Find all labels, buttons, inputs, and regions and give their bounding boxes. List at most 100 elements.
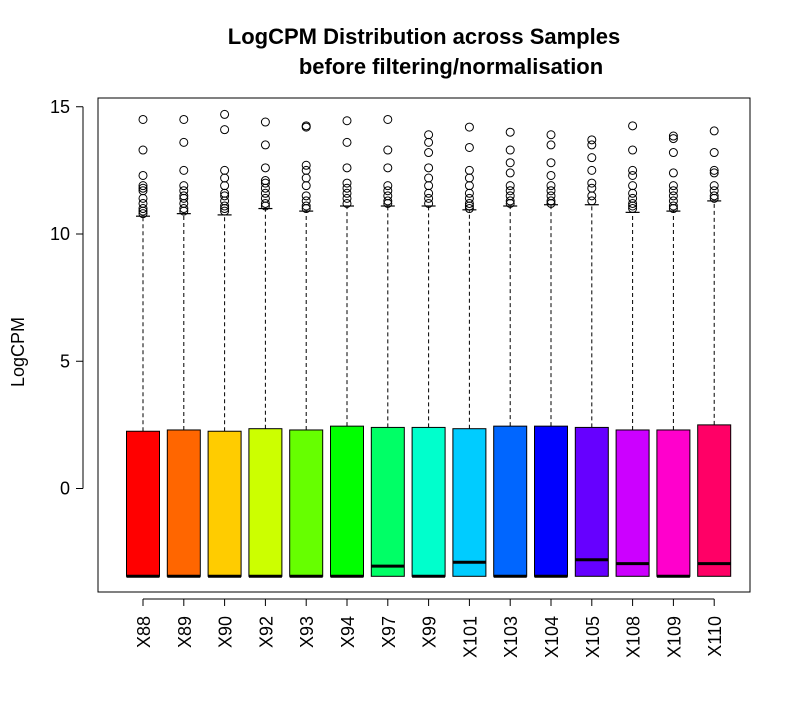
outlier-point: [709, 126, 719, 136]
outlier-point: [424, 181, 434, 191]
chart-subtitle: before filtering/normalisation: [299, 54, 603, 79]
outlier-point: [220, 173, 230, 183]
outlier-point: [668, 191, 678, 201]
box-rect: [166, 429, 201, 577]
plot-frame: [97, 97, 751, 593]
outlier-point: [464, 201, 474, 211]
outlier-point: [301, 173, 311, 183]
box-rect: [656, 429, 691, 577]
outlier-point: [505, 168, 515, 178]
outlier-point: [301, 201, 311, 211]
outlier-point: [668, 134, 678, 144]
outlier-point: [587, 135, 597, 145]
outlier-point: [342, 193, 352, 203]
x-tick-label: X90: [216, 616, 236, 648]
outlier-point: [464, 173, 474, 183]
box-rect: [411, 426, 446, 577]
outlier-point: [424, 188, 434, 198]
outlier-point: [383, 145, 393, 155]
outlier-point: [260, 183, 270, 193]
box-rect: [574, 426, 609, 577]
box-rect: [452, 428, 487, 577]
outlier-point: [342, 188, 352, 198]
outlier-point: [505, 181, 515, 191]
box-X93: [289, 121, 324, 578]
outlier-point: [179, 206, 189, 216]
outlier-point: [383, 196, 393, 206]
outlier-point: [668, 131, 678, 141]
outlier-point: [628, 201, 638, 211]
box-X101: [452, 122, 487, 577]
chart-title: LogCPM Distribution across Samples: [228, 24, 620, 49]
y-axis: 0 5 10 15: [50, 97, 84, 499]
outlier-point: [383, 186, 393, 196]
outlier-point: [546, 181, 556, 191]
outlier-point: [179, 193, 189, 203]
box-rect: [289, 429, 324, 577]
outlier-point: [668, 201, 678, 211]
outlier-point: [505, 158, 515, 168]
outlier-point: [628, 188, 638, 198]
y-tick-label: 0: [60, 479, 70, 499]
outlier-point: [220, 125, 230, 135]
outlier-point: [260, 140, 270, 150]
outlier-point: [464, 122, 474, 132]
outlier-point: [628, 181, 638, 191]
outlier-point: [383, 181, 393, 191]
outlier-point: [709, 181, 719, 191]
x-tick-label: X88: [134, 616, 154, 648]
x-tick-label: X108: [624, 616, 644, 658]
outlier-point: [505, 198, 515, 208]
outlier-point: [668, 168, 678, 178]
outlier-point: [260, 188, 270, 198]
outlier-point: [668, 204, 678, 214]
outlier-point: [220, 181, 230, 191]
outlier-point: [138, 204, 148, 214]
outlier-point: [424, 173, 434, 183]
outlier-point: [546, 158, 556, 168]
outlier-point: [628, 198, 638, 208]
outlier-point: [383, 198, 393, 208]
outlier-point: [668, 186, 678, 196]
outlier-point: [383, 114, 393, 124]
outlier-point: [587, 196, 597, 206]
outlier-point: [628, 204, 638, 214]
box-X108: [615, 121, 650, 577]
outlier-point: [260, 201, 270, 211]
outlier-point: [301, 191, 311, 201]
outlier-point: [505, 196, 515, 206]
x-tick-label: X93: [297, 616, 317, 648]
box-rect: [126, 430, 160, 577]
outlier-point: [546, 196, 556, 206]
y-tick-label: 15: [50, 97, 70, 117]
x-tick-label: X99: [420, 616, 440, 648]
box-X99: [411, 130, 446, 578]
outlier-point: [628, 165, 638, 175]
outlier-point: [424, 148, 434, 158]
outlier-point: [464, 198, 474, 208]
outlier-point: [342, 183, 352, 193]
outlier-point: [260, 163, 270, 173]
outlier-point: [342, 198, 352, 208]
box-X92: [248, 117, 283, 578]
outlier-point: [138, 181, 148, 191]
outlier-point: [505, 186, 515, 196]
outlier-point: [628, 121, 638, 131]
box-rect: [615, 429, 650, 577]
x-tick-label: X103: [501, 616, 521, 658]
box-X109: [656, 131, 691, 578]
x-tick-label: X110: [705, 616, 725, 657]
x-tick-label: X109: [664, 616, 684, 658]
outlier-point: [220, 191, 230, 201]
box-rect: [534, 425, 568, 577]
outlier-point: [668, 148, 678, 158]
box-X88: [126, 114, 160, 578]
outlier-point: [424, 193, 434, 203]
outlier-point: [424, 137, 434, 147]
outlier-point: [179, 181, 189, 191]
outlier-point: [138, 183, 148, 193]
outlier-point: [464, 181, 474, 191]
x-tick-label: X97: [379, 616, 399, 648]
outlier-point: [464, 165, 474, 175]
y-tick-label: 10: [50, 224, 70, 244]
